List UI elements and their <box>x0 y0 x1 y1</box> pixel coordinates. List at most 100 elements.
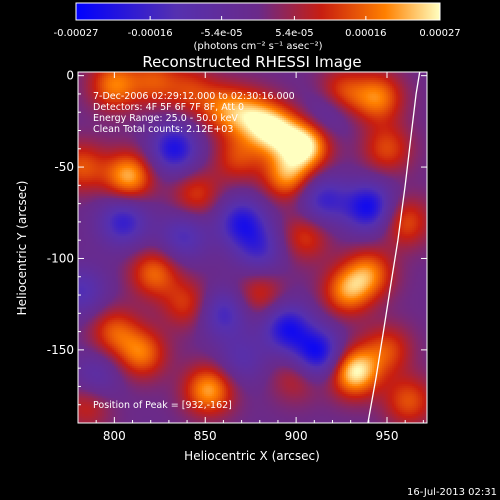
heatmap-cell <box>354 74 357 77</box>
heatmap-cell <box>180 98 183 101</box>
heatmap-cell <box>280 88 283 91</box>
heatmap-cell <box>216 76 219 79</box>
heatmap-cell <box>374 84 377 87</box>
heatmap-cell <box>412 72 415 75</box>
heatmap-cell <box>200 92 203 95</box>
heatmap-cell <box>418 98 421 101</box>
heatmap-cell <box>370 84 373 87</box>
heatmap-cell <box>330 92 333 95</box>
heatmap-cell <box>110 82 113 85</box>
heatmap-cell <box>348 92 351 95</box>
heatmap-cell <box>402 94 405 97</box>
heatmap-cell <box>224 94 227 97</box>
heatmap-cell <box>134 80 137 83</box>
heatmap-cell <box>124 94 127 97</box>
heatmap-cell <box>332 78 335 81</box>
heatmap-cell <box>166 100 169 103</box>
heatmap-cell <box>390 78 393 81</box>
heatmap-cell <box>382 80 385 83</box>
heatmap-cell <box>318 82 321 85</box>
heatmap-cell <box>342 98 345 101</box>
heatmap-cell <box>398 94 401 97</box>
heatmap-cell <box>174 78 177 81</box>
heatmap-cell <box>148 92 151 95</box>
heatmap-cell <box>130 80 133 83</box>
heatmap-cell <box>424 72 427 75</box>
heatmap-cell <box>166 76 169 79</box>
heatmap-cell <box>368 74 371 77</box>
heatmap-cell <box>316 90 319 93</box>
heatmap-cell <box>284 72 287 75</box>
heatmap-cell <box>414 74 417 77</box>
heatmap-cell <box>116 98 119 101</box>
heatmap-cell <box>98 96 101 99</box>
heatmap-cell <box>166 90 169 93</box>
heatmap-cell <box>156 86 159 89</box>
heatmap-cell <box>144 80 147 83</box>
heatmap-cell <box>366 82 369 85</box>
heatmap-cell <box>406 88 409 91</box>
heatmap-cell <box>164 96 167 99</box>
heatmap-cell <box>210 94 213 97</box>
heatmap-cell <box>172 88 175 91</box>
heatmap-cell <box>320 92 323 95</box>
heatmap-cell <box>348 88 351 91</box>
heatmap-cell <box>154 100 157 103</box>
heatmap-cell <box>94 74 97 77</box>
heatmap-cell <box>310 76 313 79</box>
heatmap-cell <box>170 86 173 89</box>
heatmap-cell <box>408 84 411 87</box>
heatmap-cell <box>342 80 345 83</box>
heatmap-cell <box>168 84 171 87</box>
heatmap-cell <box>242 100 245 103</box>
heatmap-cell <box>416 78 419 81</box>
heatmap-cell <box>258 92 261 95</box>
heatmap-cell <box>296 92 299 95</box>
heatmap-cell <box>406 72 409 75</box>
heatmap-cell <box>272 78 275 81</box>
heatmap-cell <box>216 100 219 103</box>
heatmap-cell <box>300 88 303 91</box>
heatmap-cell <box>206 78 209 81</box>
heatmap-cell <box>104 94 107 97</box>
heatmap-cell <box>370 76 373 79</box>
heatmap-cell <box>282 100 285 103</box>
heatmap-cell <box>248 96 251 99</box>
heatmap-cell <box>184 74 187 77</box>
heatmap-cell <box>272 100 275 103</box>
heatmap-cell <box>154 86 157 89</box>
heatmap-cell <box>418 84 421 87</box>
heatmap-cell <box>220 84 223 87</box>
heatmap-cell <box>276 76 279 79</box>
heatmap-cell <box>162 98 165 101</box>
heatmap-cell <box>106 98 109 101</box>
heatmap-cell <box>108 88 111 91</box>
heatmap-cell <box>214 92 217 95</box>
heatmap-cell <box>250 94 253 97</box>
heatmap-cell <box>120 96 123 99</box>
heatmap-cell <box>246 98 249 101</box>
heatmap-cell <box>400 80 403 83</box>
heatmap-cell <box>286 96 289 99</box>
heatmap-cell <box>266 74 269 77</box>
heatmap-cell <box>90 80 93 83</box>
heatmap-cell <box>134 82 137 85</box>
heatmap-cell <box>134 86 137 89</box>
heatmap-cell <box>356 92 359 95</box>
heatmap-cell <box>364 76 367 79</box>
heatmap-cell <box>252 98 255 101</box>
heatmap-cell <box>124 88 127 91</box>
heatmap-cell <box>404 96 407 99</box>
heatmap-cell <box>410 98 413 101</box>
heatmap-cell <box>292 74 295 77</box>
heatmap-cell <box>422 94 425 97</box>
heatmap-cell <box>190 84 193 87</box>
heatmap-cell <box>110 80 113 83</box>
heatmap-cell <box>144 72 147 75</box>
heatmap-cell <box>252 96 255 99</box>
heatmap-cell <box>138 80 141 83</box>
heatmap-cell <box>140 86 143 89</box>
heatmap-cell <box>164 78 167 81</box>
heatmap-cell <box>358 78 361 81</box>
heatmap-cell <box>154 72 157 75</box>
